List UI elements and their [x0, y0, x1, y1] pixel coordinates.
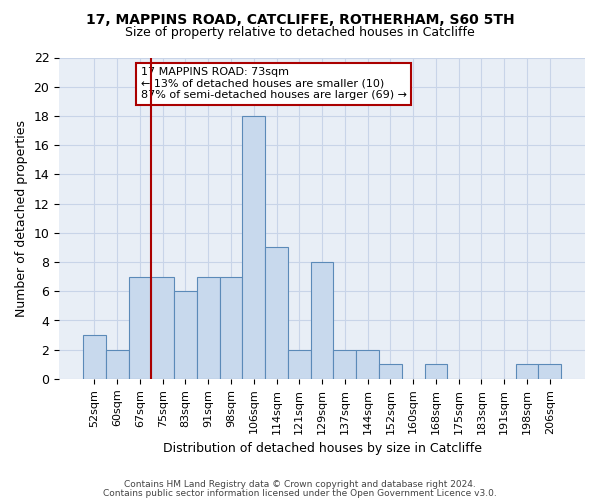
Bar — [288, 350, 311, 379]
Bar — [425, 364, 447, 379]
Bar — [538, 364, 561, 379]
Text: Contains public sector information licensed under the Open Government Licence v3: Contains public sector information licen… — [103, 489, 497, 498]
Text: 17, MAPPINS ROAD, CATCLIFFE, ROTHERHAM, S60 5TH: 17, MAPPINS ROAD, CATCLIFFE, ROTHERHAM, … — [86, 12, 514, 26]
Bar — [379, 364, 402, 379]
Bar — [83, 335, 106, 379]
Bar — [220, 276, 242, 379]
Title: 17, MAPPINS ROAD, CATCLIFFE, ROTHERHAM, S60 5TH
Size of property relative to det: 17, MAPPINS ROAD, CATCLIFFE, ROTHERHAM, … — [0, 499, 1, 500]
Bar — [515, 364, 538, 379]
Bar — [197, 276, 220, 379]
Text: Contains HM Land Registry data © Crown copyright and database right 2024.: Contains HM Land Registry data © Crown c… — [124, 480, 476, 489]
Text: Size of property relative to detached houses in Catcliffe: Size of property relative to detached ho… — [125, 26, 475, 39]
Bar — [174, 292, 197, 379]
Bar — [311, 262, 334, 379]
Bar — [151, 276, 174, 379]
Text: 17 MAPPINS ROAD: 73sqm
← 13% of detached houses are smaller (10)
87% of semi-det: 17 MAPPINS ROAD: 73sqm ← 13% of detached… — [140, 67, 407, 100]
X-axis label: Distribution of detached houses by size in Catcliffe: Distribution of detached houses by size … — [163, 442, 482, 455]
Bar — [334, 350, 356, 379]
Bar — [128, 276, 151, 379]
Y-axis label: Number of detached properties: Number of detached properties — [15, 120, 28, 316]
Bar — [106, 350, 128, 379]
Bar — [265, 248, 288, 379]
Bar — [356, 350, 379, 379]
Bar — [242, 116, 265, 379]
